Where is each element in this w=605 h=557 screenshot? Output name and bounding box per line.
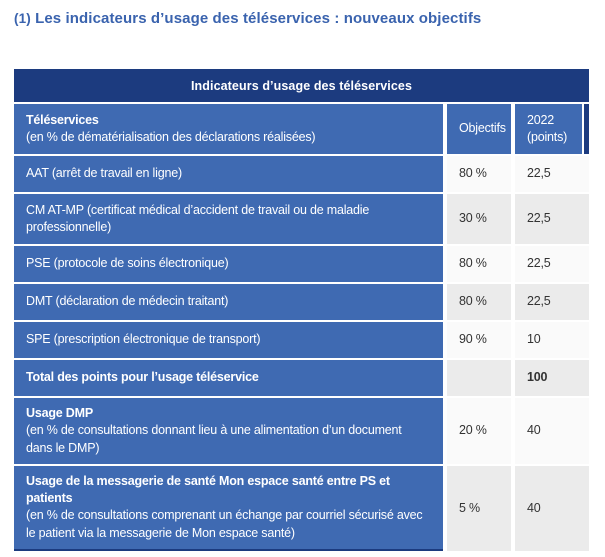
row-label: AAT (arrêt de travail en ligne): [14, 156, 443, 192]
points-value: 22,5: [515, 284, 589, 320]
col-header-points: (points): [527, 130, 568, 144]
objectif-value: 30 %: [447, 194, 511, 244]
row-label: DMT (déclaration de médecin traitant): [14, 284, 443, 320]
points-value: 40: [515, 398, 589, 464]
table-row-dmt: DMT (déclaration de médecin traitant) 80…: [14, 284, 589, 320]
row-label-subtitle: (en % de consultations comprenant un éch…: [26, 508, 423, 540]
row-label-title: Usage de la messagerie de santé Mon espa…: [26, 473, 390, 505]
col-header-2022: 2022: [527, 112, 555, 127]
objectif-value: [447, 360, 511, 396]
points-value: 40: [515, 465, 589, 551]
table-row-spe: SPE (prescription électronique de transp…: [14, 322, 589, 358]
row-label-title: Usage DMP: [26, 406, 93, 420]
row-label-subtitle: (en % de consultations donnant lieu à un…: [26, 423, 402, 455]
page-title-number: (1): [14, 11, 31, 26]
row-label: CM AT-MP (certificat médical d’accident …: [14, 194, 443, 244]
table-row-cm-atmp: CM AT-MP (certificat médical d’accident …: [14, 194, 589, 244]
col-header-2022-points: 2022 (points): [515, 104, 589, 154]
col-header-teleservices-subtitle: (en % de dématérialisation des déclarati…: [26, 130, 316, 144]
row-label: SPE (prescription électronique de transp…: [14, 322, 443, 358]
page-title-text: Les indicateurs d’usage des téléservices…: [35, 10, 482, 27]
row-label: Usage DMP (en % de consultations donnant…: [14, 398, 443, 464]
points-value: 22,5: [515, 194, 589, 244]
points-value: 10: [515, 322, 589, 358]
objectif-value: 80 %: [447, 156, 511, 192]
row-label: PSE (protocole de soins électronique): [14, 246, 443, 282]
row-label: Total des points pour l’usage téléservic…: [14, 360, 443, 396]
objectif-value: 80 %: [447, 284, 511, 320]
objectif-value: 20 %: [447, 398, 511, 464]
col-header-teleservices: Téléservices (en % de dématérialisation …: [14, 104, 443, 154]
points-value: 22,5: [515, 246, 589, 282]
teleservices-table: Indicateurs d’usage des téléservices Tél…: [14, 69, 589, 551]
row-label: Usage de la messagerie de santé Mon espa…: [14, 465, 443, 551]
points-value: 22,5: [515, 156, 589, 192]
points-value: 100: [515, 360, 589, 396]
table-row-pse: PSE (protocole de soins électronique) 80…: [14, 246, 589, 282]
objectif-value: 90 %: [447, 322, 511, 358]
table-header-row: Téléservices (en % de dématérialisation …: [14, 104, 589, 154]
objectif-value: 80 %: [447, 246, 511, 282]
table-row-total: Total des points pour l’usage téléservic…: [14, 360, 589, 396]
objectif-value: 5 %: [447, 465, 511, 551]
table-row-aat: AAT (arrêt de travail en ligne) 80 % 22,…: [14, 156, 589, 192]
page-title: (1) Les indicateurs d’usage des téléserv…: [14, 10, 590, 27]
table-caption: Indicateurs d’usage des téléservices: [14, 69, 589, 102]
col-header-teleservices-title: Téléservices: [26, 112, 99, 127]
table-row-messagerie: Usage de la messagerie de santé Mon espa…: [14, 465, 589, 551]
col-header-objectifs: Objectifs: [447, 104, 511, 154]
table-row-usage-dmp: Usage DMP (en % de consultations donnant…: [14, 398, 589, 464]
